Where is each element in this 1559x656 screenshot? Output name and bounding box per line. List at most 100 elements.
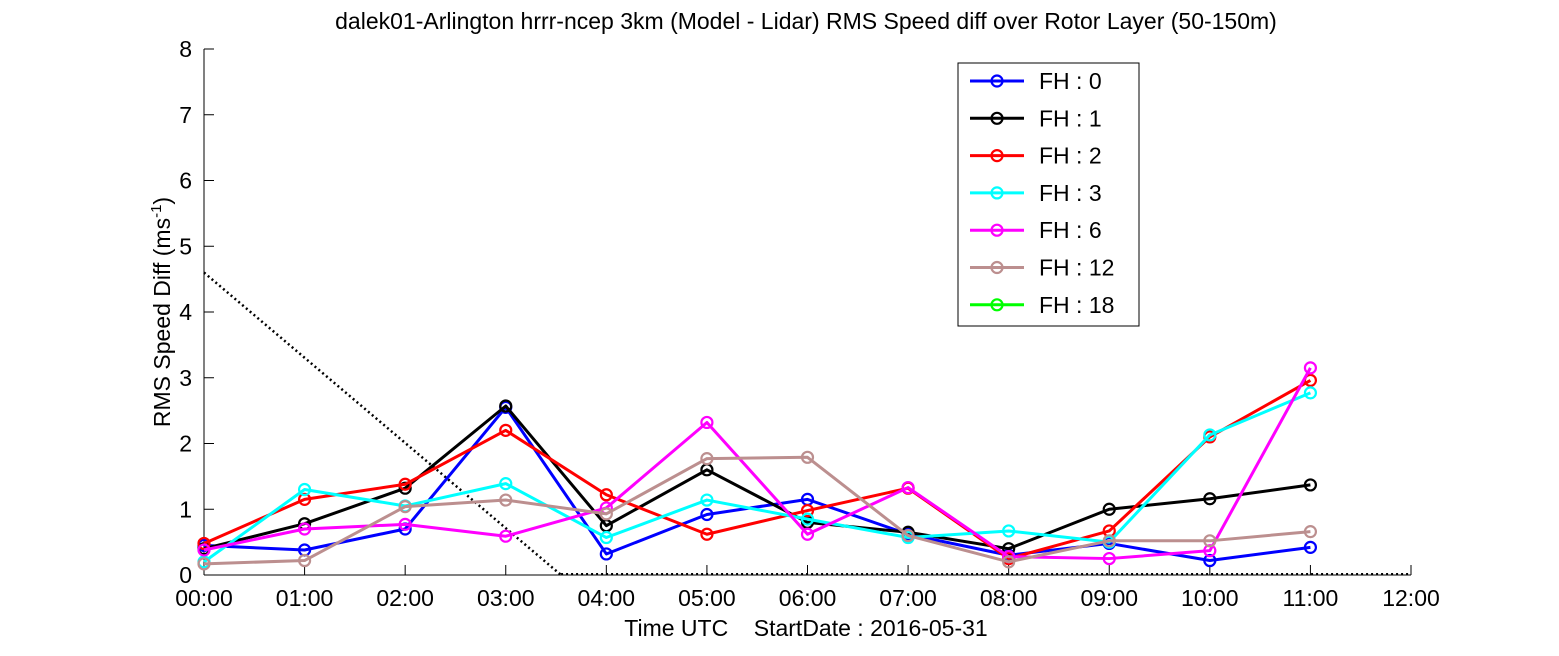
data-point: [800, 450, 815, 464]
y-axis-label-main: RMS Speed Diff (ms: [149, 218, 175, 427]
legend-label: FH : 3: [1039, 180, 1102, 206]
y-axis-label: RMS Speed Diff (ms-1): [148, 197, 175, 427]
legend-box: [957, 62, 1140, 327]
data-point: [297, 482, 312, 497]
legend-label: FH : 18: [1039, 292, 1114, 318]
data-point: [398, 477, 412, 491]
data-point: [1303, 361, 1318, 375]
y-tick-label: 4: [179, 299, 192, 325]
data-point: [901, 480, 915, 495]
data-point: [297, 522, 312, 536]
data-point: [1002, 542, 1016, 556]
y-tick-label: 3: [179, 365, 192, 391]
data-point: [1102, 551, 1116, 566]
y-tick-label: 7: [179, 102, 192, 128]
legend-entry: FH : 2: [970, 143, 1102, 169]
legend-label: FH : 6: [1039, 217, 1102, 243]
data-point: [398, 517, 412, 531]
legend: FH : 0 FH : 1 FH : 2 FH : 3 FH : 6 FH : 12 FH …: [957, 62, 1140, 327]
x-tick-label: 11:00: [1282, 585, 1338, 611]
axes: 00:00 01:00 02:00 03:00 04:00 05:00 06:00 07:00…: [175, 36, 1440, 611]
data-point: [700, 452, 714, 466]
x-tick-label: 06:00: [779, 585, 837, 611]
legend-entry: FH : 18: [970, 292, 1114, 318]
x-tick-label: 03:00: [477, 585, 535, 611]
data-point: [1203, 428, 1217, 442]
x-tick-label: 01:00: [276, 585, 334, 611]
data-point: [1303, 540, 1318, 554]
legend-marker: [990, 260, 1004, 275]
data-point: [499, 529, 513, 543]
series-line: [203, 367, 1312, 561]
y-tick-label: 2: [179, 431, 192, 457]
data-point: [1203, 492, 1217, 506]
legend-label: FH : 0: [1039, 68, 1102, 94]
x-tick-label: 08:00: [980, 585, 1038, 611]
data-point: [700, 493, 714, 507]
legend-label: FH : 1: [1039, 105, 1102, 131]
x-tick-label: 07:00: [879, 585, 937, 611]
data-point: [1102, 534, 1116, 548]
data-point: [1002, 555, 1016, 569]
legend-marker: [990, 223, 1004, 237]
y-tick-label: 8: [179, 36, 192, 62]
y-tick-label: 5: [179, 233, 192, 259]
data-point: [297, 553, 312, 568]
y-tick-label: 6: [179, 168, 192, 194]
x-tick-label: 04:00: [578, 585, 636, 611]
series-layer: [197, 271, 1411, 576]
x-tick-label: 05:00: [678, 585, 736, 611]
series-fh-12: [197, 450, 1318, 571]
data-point: [800, 512, 815, 526]
data-point: [499, 493, 513, 507]
data-point: [499, 399, 513, 413]
data-point: [197, 543, 211, 557]
legend-entry: FH : 12: [970, 255, 1114, 281]
x-tick-label: 09:00: [1080, 585, 1138, 611]
data-point: [398, 500, 412, 514]
legend-entry: FH : 1: [970, 105, 1102, 131]
x-tick-label: 10:00: [1181, 585, 1239, 611]
data-point: [700, 507, 714, 522]
data-point: [499, 423, 513, 437]
series-line: [203, 391, 1311, 564]
y-axis-label-close: ): [149, 197, 175, 205]
series-fh-3: [197, 386, 1318, 569]
chart-title: dalek01-Arlington hrrr-ncep 3km (Model -…: [335, 8, 1277, 34]
legend-entry: FH : 0: [970, 68, 1102, 94]
data-point: [1303, 525, 1318, 539]
data-point: [700, 527, 714, 541]
data-point: [1203, 553, 1217, 568]
data-point: [1203, 534, 1217, 548]
series-line: [203, 405, 1311, 563]
legend-marker: [990, 186, 1004, 200]
data-point: [599, 488, 613, 502]
legend-entry: FH : 3: [970, 180, 1102, 206]
series-line: [203, 379, 1312, 561]
y-axis-label-superscript: -1: [148, 205, 165, 218]
data-point: [297, 492, 312, 506]
data-point: [901, 528, 915, 543]
legend-marker: [990, 74, 1004, 88]
data-point: [800, 527, 815, 541]
data-point: [599, 507, 613, 521]
y-tick-label: 1: [179, 496, 192, 522]
legend-entry: FH : 6: [970, 217, 1102, 243]
data-point: [599, 547, 613, 561]
legend-label: FH : 2: [1039, 143, 1102, 169]
data-point: [700, 415, 714, 430]
data-point: [499, 477, 513, 491]
x-tick-label: 02:00: [376, 585, 434, 611]
legend-marker: [990, 298, 1004, 312]
series-fh-6: [197, 361, 1318, 566]
series-line: [203, 455, 1311, 566]
data-point: [1303, 386, 1318, 400]
y-tick-label: 0: [179, 562, 192, 588]
data-point: [197, 557, 211, 571]
data-point: [800, 503, 815, 518]
data-point: [1203, 544, 1217, 558]
data-point: [1102, 502, 1116, 516]
x-tick-label: 00:00: [175, 585, 233, 611]
